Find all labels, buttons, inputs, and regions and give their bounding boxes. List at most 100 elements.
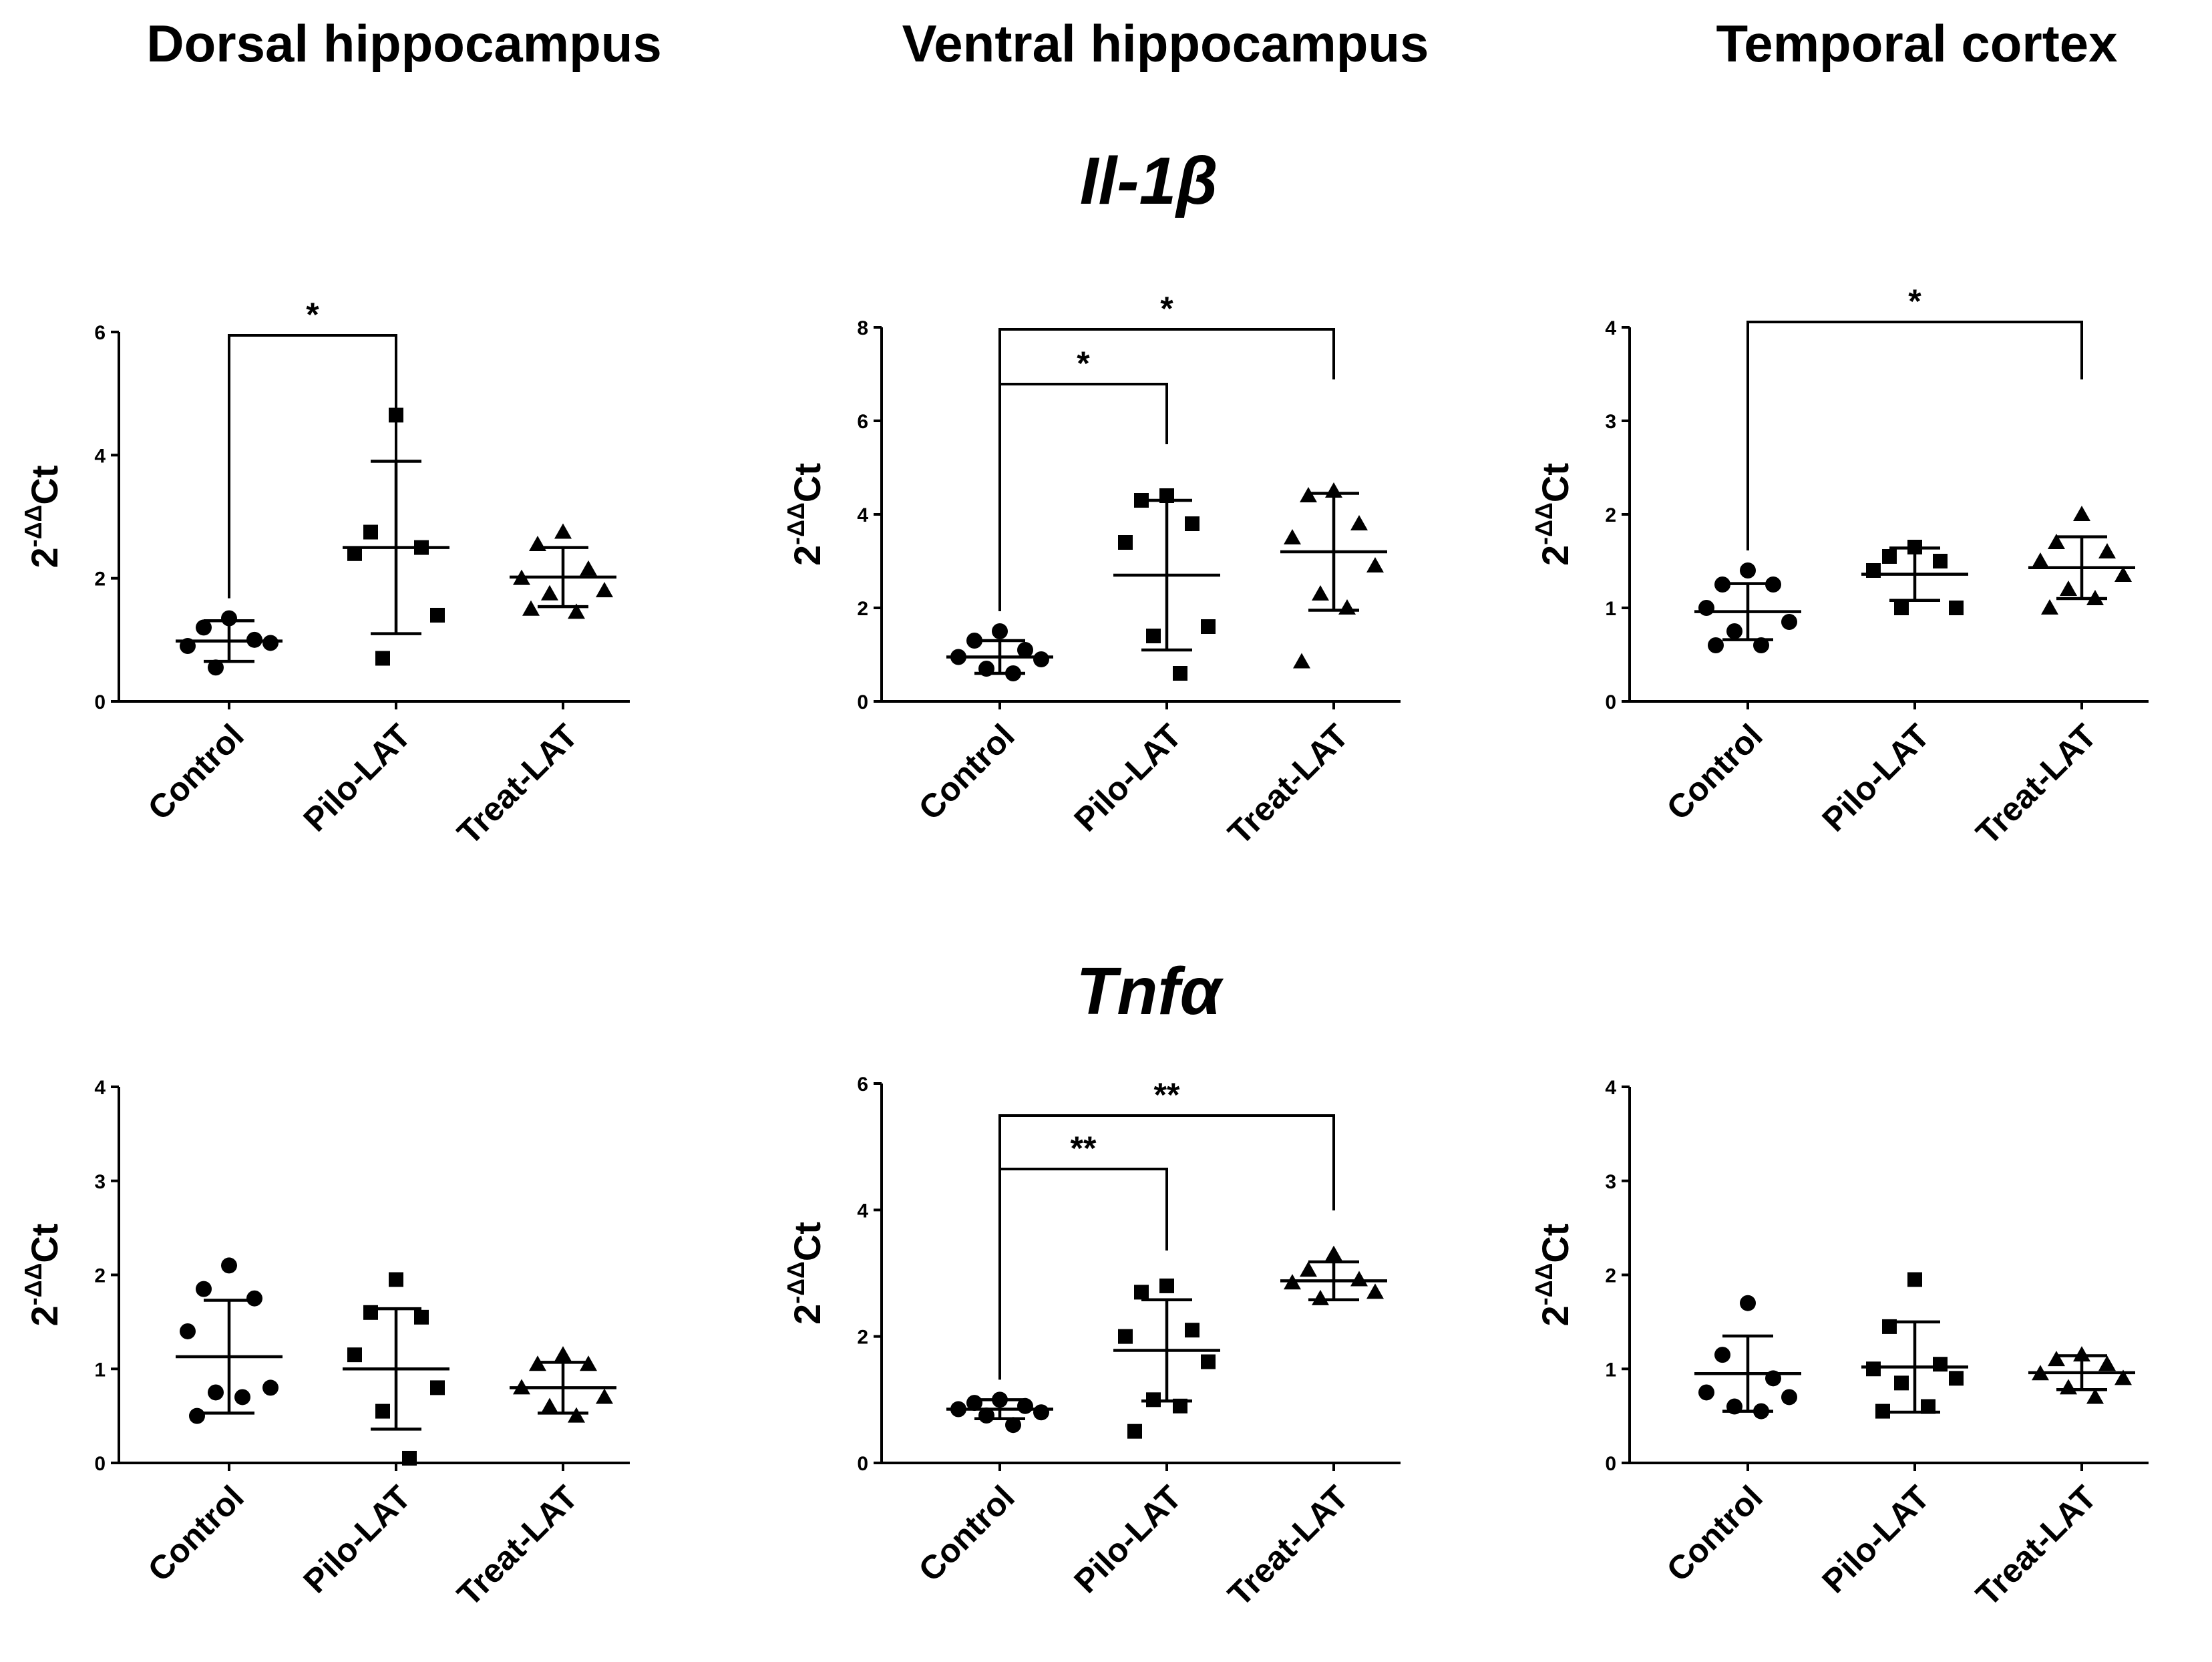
data-point-triangle xyxy=(541,585,558,601)
y-axis-label-exponent: -ΔΔ xyxy=(19,1263,47,1306)
data-point-circle xyxy=(246,1290,262,1307)
data-point-square xyxy=(347,546,362,561)
data-point-square xyxy=(1921,1399,1936,1414)
x-tick-label-treat-lat: Treat-LAT xyxy=(1969,1478,2104,1613)
y-axis-label-exponent: -ΔΔ xyxy=(1530,502,1557,545)
gene-title-tnfa-name: Tnf xyxy=(1076,954,1185,1029)
y-axis-label-suffix: Ct xyxy=(23,1224,65,1263)
gene-title-il1b-greek: β xyxy=(1174,144,1218,218)
y-axis-label: 2-ΔΔCt xyxy=(1530,463,1576,566)
y-axis-label-base: 2 xyxy=(1534,545,1576,566)
data-point-circle xyxy=(1726,623,1742,639)
data-point-square xyxy=(414,1309,429,1325)
y-axis-label: 2-ΔΔCt xyxy=(19,466,65,568)
y-tick-label: 3 xyxy=(1605,1171,1616,1193)
y-tick-label: 4 xyxy=(94,1077,106,1099)
column-title-dorsal: Dorsal hippocampus xyxy=(146,14,661,73)
data-point-triangle xyxy=(1300,1261,1317,1277)
data-point-triangle xyxy=(554,1346,572,1362)
series-pilo-lat xyxy=(1861,1272,1968,1419)
significance-bracket xyxy=(1746,321,2083,550)
data-point-triangle xyxy=(1338,599,1356,615)
y-axis-label-base: 2 xyxy=(23,547,65,568)
data-point-triangle xyxy=(596,582,613,598)
x-tick-label-treat-lat: Treat-LAT xyxy=(1969,717,2104,852)
data-point-circle xyxy=(262,1379,279,1396)
data-point-circle xyxy=(1740,562,1756,578)
y-tick-label: 4 xyxy=(857,504,868,526)
data-point-circle xyxy=(1781,1389,1797,1405)
series-control xyxy=(946,1391,1053,1434)
y-tick-label: 4 xyxy=(94,445,106,467)
data-point-circle xyxy=(234,1389,250,1405)
data-point-square xyxy=(1882,549,1897,564)
data-point-square xyxy=(347,1347,362,1363)
y-tick-label: 2 xyxy=(1605,1265,1616,1287)
series-pilo-lat xyxy=(1861,540,1968,615)
y-tick-label: 1 xyxy=(1605,1359,1616,1381)
y-axis-label-base: 2 xyxy=(23,1305,65,1326)
data-point-circle xyxy=(196,1281,212,1297)
data-point-square xyxy=(1949,1371,1964,1386)
data-point-square xyxy=(363,524,378,540)
y-tick-label: 1 xyxy=(1605,598,1616,620)
data-point-triangle xyxy=(541,1397,558,1414)
data-point-triangle xyxy=(1325,1245,1342,1261)
data-point-circle xyxy=(221,1257,237,1274)
significance-label: * xyxy=(1908,283,1921,320)
y-tick-label: 2 xyxy=(857,598,868,620)
data-point-circle xyxy=(1017,642,1033,658)
data-point-square xyxy=(1875,1403,1890,1419)
significance-bracket xyxy=(998,1168,1168,1380)
data-point-circle xyxy=(1740,1295,1756,1311)
data-point-circle xyxy=(1714,1347,1730,1363)
series-treat-lat xyxy=(2028,506,2135,615)
series-treat-lat xyxy=(1280,482,1387,669)
data-point-circle xyxy=(221,610,237,627)
data-point-circle xyxy=(1033,1404,1049,1421)
data-point-square xyxy=(1173,666,1187,681)
y-tick-label: 6 xyxy=(94,322,106,344)
data-point-triangle xyxy=(1312,585,1329,601)
data-point-triangle xyxy=(1350,515,1368,530)
data-point-square xyxy=(1146,629,1161,643)
data-point-square xyxy=(375,651,390,666)
x-tick-label-pilo-lat: Pilo-LAT xyxy=(296,1478,417,1600)
x-tick-label-pilo-lat: Pilo-LAT xyxy=(296,717,417,838)
y-tick-label: 1 xyxy=(94,1359,106,1381)
data-point-triangle xyxy=(2060,1379,2077,1395)
data-point-circle xyxy=(992,623,1008,639)
y-tick-label: 4 xyxy=(1605,1077,1616,1099)
y-tick-label: 8 xyxy=(857,317,868,339)
y-axis-label-exponent: -ΔΔ xyxy=(19,505,47,548)
x-tick-label-control: Control xyxy=(1660,1478,1770,1589)
x-tick-label-control: Control xyxy=(141,717,251,827)
data-point-triangle xyxy=(522,600,540,616)
y-axis-label: 2-ΔΔCt xyxy=(1530,1224,1576,1327)
data-point-circle xyxy=(1698,1384,1714,1401)
y-tick-label: 0 xyxy=(1605,691,1616,713)
y-tick-label: 6 xyxy=(857,1073,868,1096)
y-axis-label-suffix: Ct xyxy=(1534,1224,1576,1263)
data-point-triangle xyxy=(580,560,597,576)
y-tick-label: 0 xyxy=(94,1453,106,1475)
significance-bracket xyxy=(228,334,397,599)
data-point-square xyxy=(1201,619,1216,634)
column-title-temporal: Temporal cortex xyxy=(1716,14,2117,73)
column-title-ventral: Ventral hippocampus xyxy=(902,14,1429,73)
y-tick-label: 0 xyxy=(1605,1453,1616,1475)
data-point-circle xyxy=(180,1323,196,1339)
y-tick-label: 2 xyxy=(94,1265,106,1287)
data-point-triangle xyxy=(2073,1346,2090,1362)
x-tick-label-pilo-lat: Pilo-LAT xyxy=(1815,717,1936,838)
series-control xyxy=(1694,562,1801,653)
data-point-square xyxy=(1866,1361,1881,1377)
data-point-square xyxy=(1894,601,1909,615)
data-point-circle xyxy=(1753,637,1769,653)
data-point-triangle xyxy=(2098,543,2116,558)
y-tick-label: 2 xyxy=(857,1327,868,1349)
y-tick-label: 6 xyxy=(857,411,868,433)
